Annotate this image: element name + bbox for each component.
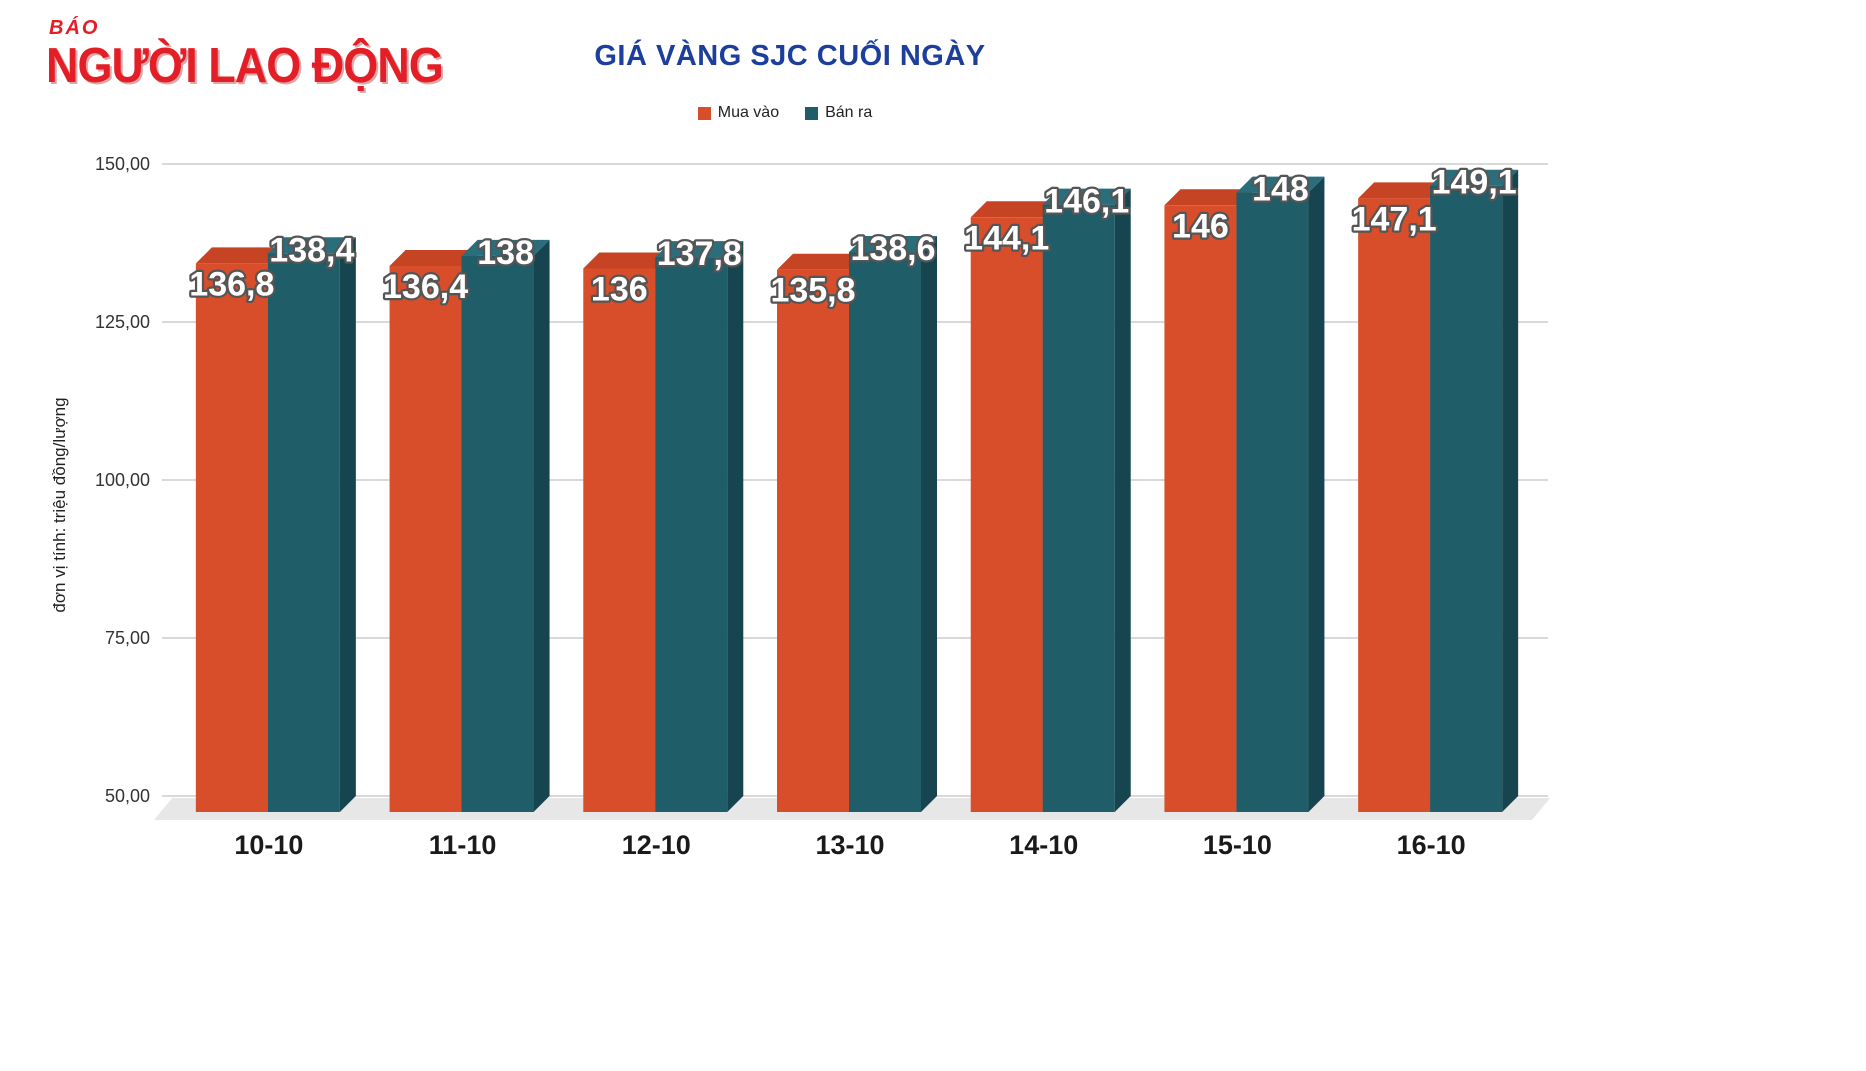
value-label-mua-vao-15-10: 146: [1172, 207, 1229, 245]
value-label-mua-vao-13-10: 135,8: [770, 272, 855, 310]
bar-ban-ra-15-10: [1236, 176, 1325, 812]
legend: Mua vào Bán ra: [0, 104, 1570, 122]
y-tick-label-150: 150,00: [95, 154, 150, 174]
x-axis-label-11-10: 11-10: [429, 830, 497, 860]
chart-title: GIÁ VÀNG SJC CUỐI NGÀY: [594, 40, 986, 72]
logo-nguoi-lao-dong-text: NGƯỜI LAO ĐỘNG: [46, 36, 444, 93]
newspaper-logo: BÁO NGƯỜI LAO ĐỘNG: [46, 17, 444, 91]
x-axis-label-10-10: 10-10: [234, 830, 303, 860]
legend-swatch-mua-vao: [697, 106, 711, 120]
value-label-ban-ra-12-10: 137,8: [657, 235, 742, 273]
value-label-mua-vao-16-10: 147,1: [1352, 200, 1437, 238]
bar-ban-ra-14-10: [1042, 188, 1131, 812]
value-label-ban-ra-15-10: 148: [1252, 171, 1309, 209]
value-label-ban-ra-16-10: 149,1: [1432, 164, 1517, 202]
x-axis-label-14-10: 14-10: [1009, 830, 1078, 860]
value-label-mua-vao-12-10: 136: [591, 270, 648, 308]
value-label-ban-ra-11-10: 138: [477, 234, 534, 272]
bar-ban-ra-16-10: [1430, 169, 1519, 813]
x-axis-label-13-10: 13-10: [815, 830, 884, 860]
y-tick-label-50: 50,00: [105, 786, 150, 806]
bar-ban-ra-13-10: [849, 236, 937, 813]
bar-ban-ra-10-10: [267, 237, 356, 812]
bar-ban-ra-11-10: [461, 239, 550, 813]
value-label-ban-ra-14-10: 146,1: [1044, 183, 1129, 221]
y-tick-label-75: 75,00: [105, 628, 150, 648]
value-label-mua-vao-11-10: 136,4: [383, 268, 468, 306]
y-axis-title: đơn vị tính: triệu đồng/lượng: [50, 397, 69, 613]
y-tick-label-100: 100,00: [95, 470, 150, 490]
value-label-ban-ra-10-10: 138,4: [269, 231, 354, 269]
logo-bao-text: BÁO: [49, 17, 100, 39]
legend-label-mua-vao: Mua vào: [717, 104, 780, 121]
legend-swatch-ban-ra: [805, 106, 819, 120]
legend-label-ban-ra: Bán ra: [825, 104, 873, 121]
value-label-ban-ra-13-10: 138,6: [850, 230, 935, 268]
bar-ban-ra-12-10: [655, 241, 744, 812]
legend-item-mua-vao: Mua vào: [697, 104, 780, 122]
legend-item-ban-ra: Bán ra: [805, 104, 872, 122]
x-axis-label-15-10: 15-10: [1203, 830, 1272, 860]
value-label-mua-vao-14-10: 144,1: [964, 219, 1049, 257]
x-axis-label-16-10: 16-10: [1397, 830, 1466, 860]
value-label-mua-vao-10-10: 136,8: [189, 265, 274, 303]
y-tick-label-125: 125,00: [95, 312, 150, 332]
x-axis-label-12-10: 12-10: [622, 830, 691, 860]
